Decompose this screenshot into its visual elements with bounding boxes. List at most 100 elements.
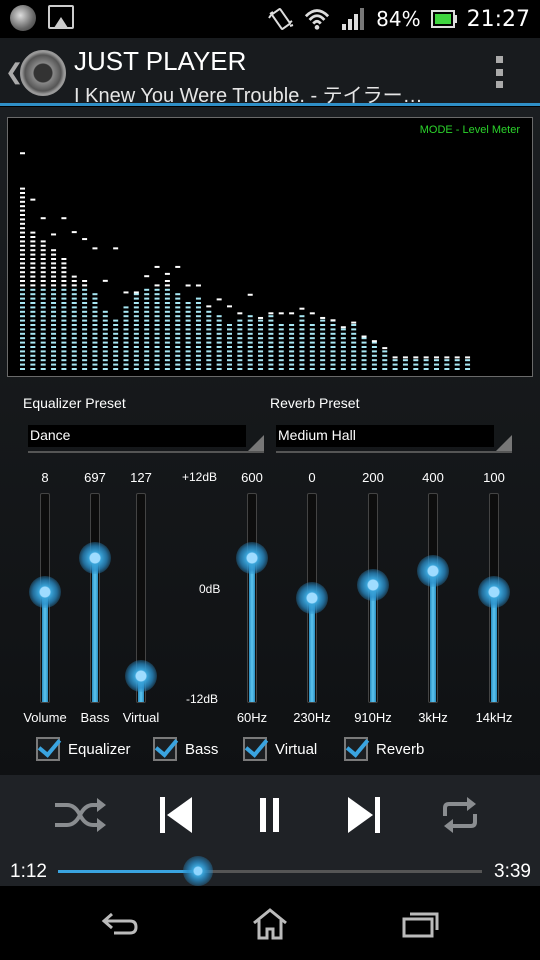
meter-band (237, 312, 243, 370)
meter-band (92, 247, 98, 370)
60hz-slider-thumb[interactable] (236, 542, 268, 575)
bass-toggle[interactable]: Bass (153, 737, 218, 761)
14khz-value: 100 (483, 470, 505, 485)
meter-peak (154, 265, 160, 268)
shuffle-icon[interactable] (52, 793, 108, 837)
910hz-slider-fill (370, 585, 376, 702)
virtual-slider-thumb[interactable] (125, 659, 157, 692)
meter-mode-label[interactable]: MODE - Level Meter (419, 124, 520, 136)
230hz-label: 230Hz (293, 710, 331, 725)
meter-band (392, 356, 398, 370)
pause-icon[interactable] (242, 793, 298, 837)
seek-bar-progress (58, 870, 198, 873)
meter-band (216, 298, 222, 370)
app-title: JUST PLAYER (74, 46, 247, 76)
910hz-slider-thumb[interactable] (357, 569, 389, 602)
bass-toggle-label: Bass (185, 740, 219, 758)
meter-peak (61, 217, 67, 220)
meter-band (71, 231, 77, 370)
meter-band (444, 356, 450, 370)
media-notification-icon (10, 5, 36, 31)
meter-peak (402, 356, 408, 359)
repeat-icon[interactable] (432, 793, 488, 837)
meter-peak (258, 316, 264, 319)
3khz-value: 400 (422, 470, 444, 485)
system-icons: 84% 21:27 (268, 4, 530, 34)
reverb-preset-dropdown[interactable]: Medium Hall (276, 423, 512, 453)
app-logo-icon[interactable] (20, 50, 66, 96)
meter-band (361, 335, 367, 370)
recent-apps-icon[interactable] (398, 906, 442, 942)
meter-band (206, 305, 212, 370)
meter-band (102, 279, 108, 370)
meter-band (289, 312, 295, 370)
equalizer-panel: MODE - Level Meter Equalizer Preset Reve… (0, 107, 540, 775)
14khz-slider-thumb[interactable] (478, 575, 510, 608)
previous-icon[interactable] (148, 793, 204, 837)
virtual-toggle[interactable]: Virtual (243, 737, 317, 761)
meter-peak (51, 233, 57, 236)
battery-icon (430, 6, 457, 32)
meter-peak (278, 312, 284, 315)
230hz-slider-thumb[interactable] (296, 582, 328, 614)
volume-slider-thumb[interactable] (29, 575, 61, 608)
meter-band (61, 217, 67, 370)
meter-peak (413, 356, 419, 359)
3khz-label: 3kHz (418, 710, 448, 725)
meter-peak (361, 335, 367, 338)
wifi-icon (304, 6, 330, 32)
now-playing-title: I Knew You Were Trouble. - テイラー… (74, 85, 423, 107)
checkbox-checked-icon[interactable] (344, 737, 368, 761)
meter-band (423, 356, 429, 370)
meter-peak (227, 305, 232, 308)
up-chevron-icon[interactable]: ❮ (5, 60, 24, 85)
meter-band (185, 284, 191, 370)
meter-band (51, 233, 57, 370)
meter-peak (40, 217, 46, 220)
meter-band (123, 291, 129, 370)
checkbox-checked-icon[interactable] (153, 737, 177, 761)
meter-peak (175, 265, 181, 268)
dropdown-arrow-icon (496, 435, 512, 451)
seek-bar-thumb[interactable] (182, 856, 213, 886)
meter-band (371, 340, 377, 370)
60hz-slider[interactable] (247, 493, 257, 703)
meter-band (82, 238, 88, 370)
bass-slider[interactable] (90, 493, 100, 703)
checkbox-checked-icon[interactable] (243, 737, 267, 761)
meter-peak (465, 356, 471, 359)
equalizer-toggle[interactable]: Equalizer (36, 737, 131, 761)
3khz-slider-thumb[interactable] (417, 554, 449, 587)
home-icon[interactable] (248, 906, 292, 942)
bass-label: Bass (80, 710, 110, 725)
meter-peak (82, 238, 88, 241)
back-icon[interactable] (98, 906, 142, 942)
equalizer-preset-dropdown[interactable]: Dance (28, 423, 264, 453)
meter-band (382, 347, 388, 370)
next-icon[interactable] (336, 793, 392, 837)
bass-slider-thumb[interactable] (79, 542, 111, 575)
3khz-slider[interactable] (428, 493, 438, 703)
meter-band (454, 356, 460, 370)
meter-peak (195, 284, 201, 287)
meter-peak (185, 284, 191, 287)
meter-peak (113, 247, 119, 250)
meter-peak (237, 312, 243, 315)
equalizer-preset-label: Equalizer Preset (23, 395, 126, 411)
volume-value: 8 (41, 470, 49, 485)
overflow-menu-icon[interactable] (496, 56, 504, 88)
meter-peak (30, 198, 36, 201)
230hz-slider-fill (309, 598, 315, 702)
reverb-toggle[interactable]: Reverb (344, 737, 424, 761)
230hz-value: 0 (308, 470, 316, 485)
level-meter[interactable]: MODE - Level Meter (7, 117, 533, 377)
meter-peak (392, 356, 398, 359)
seek-bar[interactable] (58, 856, 482, 886)
meter-band (278, 312, 284, 370)
checkbox-checked-icon[interactable] (36, 737, 60, 761)
bass-slider-fill (92, 558, 98, 702)
meter-band (320, 316, 326, 370)
meter-band (434, 356, 439, 370)
meter-peak (92, 247, 98, 250)
total-duration: 3:39 (494, 861, 531, 882)
